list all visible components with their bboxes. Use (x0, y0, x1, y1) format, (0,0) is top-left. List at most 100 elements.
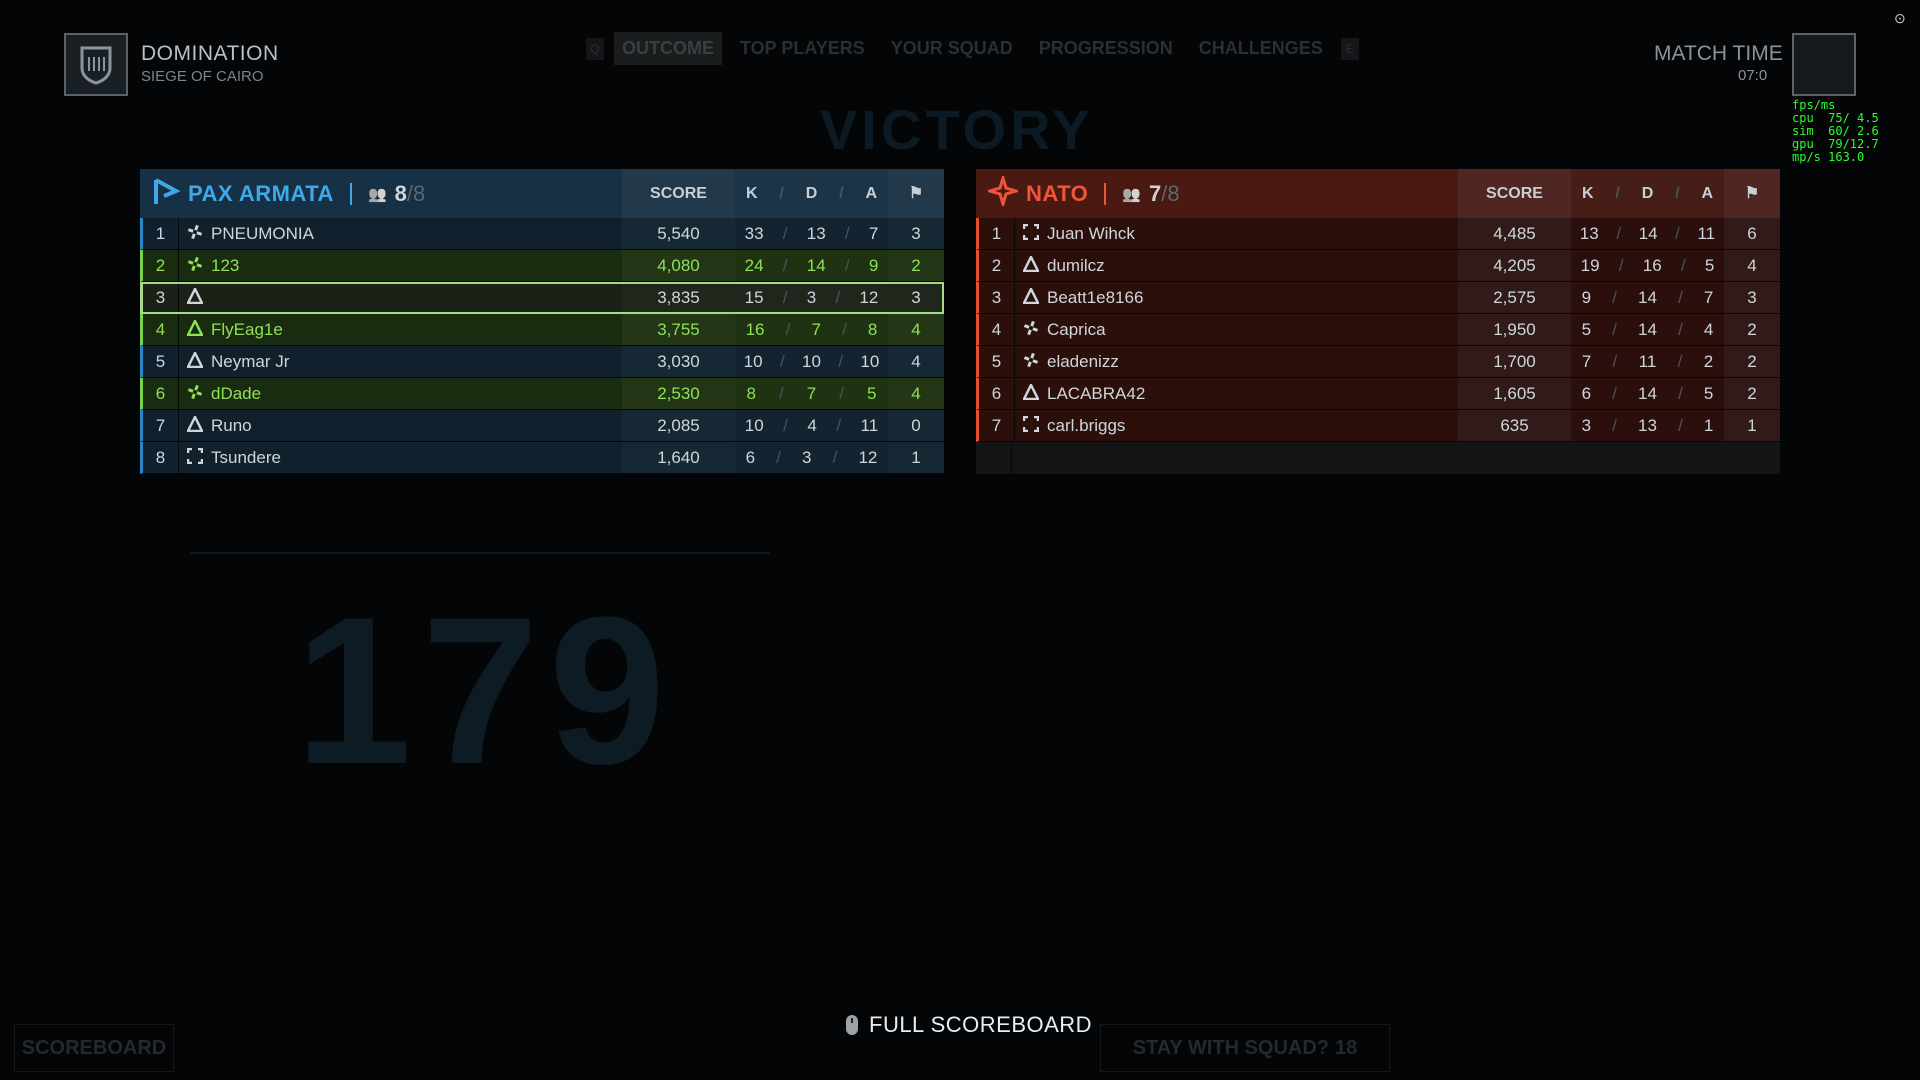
slash: / (1678, 319, 1683, 339)
shield-icon (80, 46, 112, 85)
player-kda: 3 / 13 / 1 (1571, 410, 1724, 441)
player-row[interactable]: 1 PNEUMONIA 5,540 33 / 13 / 7 3 (140, 218, 944, 250)
player-row[interactable]: 2 123 4,080 24/14/9 2 (140, 250, 944, 282)
divider (349, 182, 352, 205)
player-name-cell: carl.briggs (1015, 416, 1458, 436)
player-flags: 2 (1724, 378, 1780, 409)
player-kda: 24 / 14 / 9 (735, 250, 888, 281)
tab-top-players[interactable]: TOP PLAYERS (740, 38, 865, 58)
settings-icon[interactable]: ⊙ (1894, 10, 1906, 26)
player-name: eladenizz (1047, 351, 1119, 371)
player-row[interactable]: 4 FlyEag1e 3,755 16/7/8 4 (140, 314, 944, 346)
slash: / (835, 287, 841, 307)
player-flags: 4 (888, 378, 944, 409)
game-mode-title: DOMINATION (141, 42, 279, 65)
player-kills: 10 (744, 415, 764, 435)
prev-tab-key[interactable]: Q (586, 37, 604, 60)
assault-class-icon (185, 318, 205, 339)
player-deaths: 7 (806, 383, 817, 403)
full-scoreboard-label: FULL SCOREBOARD (869, 1012, 1093, 1037)
support-class-icon (187, 256, 203, 275)
kda-column-header[interactable]: K / D / A (735, 169, 888, 218)
next-tab-key[interactable]: E (1340, 37, 1359, 60)
player-rank: 1 (143, 218, 179, 249)
player-count-max: 8 (413, 180, 426, 206)
slash: / (1616, 223, 1622, 243)
slash: / (1612, 319, 1617, 339)
tab-challenges[interactable]: CHALLENGES (1198, 38, 1323, 58)
player-score: 5,540 (622, 218, 735, 249)
player-kda: 19 / 16 / 5 (1571, 250, 1724, 281)
player-name-cell: Caprica (1015, 320, 1458, 340)
slash: / (1677, 351, 1683, 371)
player-flags: 2 (1724, 314, 1780, 345)
player-row[interactable]: 3 3,835 15 / 3 / 12 3 (140, 282, 944, 314)
slash-header: / (1615, 185, 1620, 202)
player-row[interactable]: 7 Runo 2,085 10 / 4 / 11 0 (140, 410, 944, 442)
player-score: 4,205 (1458, 250, 1571, 281)
player-rank: 4 (143, 314, 179, 345)
player-deaths: 7 (811, 319, 821, 339)
support-class-icon (187, 384, 203, 403)
flags-column-header[interactable]: ⚑ (888, 169, 944, 218)
tab-your-squad[interactable]: YOUR SQUAD (890, 38, 1013, 58)
player-name: Neymar Jr (211, 351, 290, 371)
players-icon: 👥 (367, 185, 387, 203)
player-row[interactable]: 2 dumilcz 4,205 19 / 16 / 5 4 (976, 250, 1780, 282)
player-row[interactable]: 1 Juan Wihck 4,485 13 / 14 / 11 6 (976, 218, 1780, 250)
player-kills: 16 (745, 319, 765, 339)
player-row[interactable]: 3 Beatt1e8166 2,575 9/14/7 3 (976, 282, 1780, 314)
slash: / (776, 447, 781, 467)
support-class-icon (1023, 320, 1039, 339)
slash: / (406, 180, 414, 206)
player-name-cell: eladenizz (1015, 352, 1458, 372)
full-scoreboard-button[interactable]: FULL SCOREBOARD (845, 1012, 1092, 1038)
score-column-header[interactable]: SCORE (622, 169, 735, 218)
player-score: 2,530 (622, 378, 735, 409)
player-score: 2,085 (622, 410, 735, 441)
score-column-header[interactable]: SCORE (1458, 169, 1571, 218)
player-row[interactable]: 6 LACABRA42 1,605 6 / 14 / 5 2 (976, 378, 1780, 410)
player-row[interactable]: 5 eladenizz 1,700 7 / 11 / 2 2 (976, 346, 1780, 378)
player-row[interactable]: 8 Tsundere 1,640 6 / 3 / 12 1 (140, 442, 944, 474)
player-row[interactable]: 4 Caprica 1,950 5/14/4 2 (976, 314, 1780, 346)
player-deaths: 13 (806, 223, 826, 243)
player-kills: 10 (743, 351, 763, 371)
player-score: 3,835 (622, 282, 735, 313)
player-name-cell: Juan Wihck (1015, 224, 1458, 244)
slash-header: / (839, 185, 844, 202)
player-score: 4,080 (622, 250, 735, 281)
player-assists: 8 (867, 319, 878, 339)
tab-progression[interactable]: PROGRESSION (1038, 38, 1173, 58)
tab-outcome[interactable]: OUTCOME (614, 32, 722, 65)
player-flags: 2 (1724, 346, 1780, 377)
stay-with-squad-label: STAY WITH SQUAD? (1132, 1036, 1330, 1059)
divider (1104, 182, 1107, 205)
assists-header: A (865, 185, 878, 202)
player-name: FlyEag1e (211, 319, 283, 339)
slash: / (1678, 383, 1683, 403)
game-mode-emblem (64, 33, 128, 96)
player-name-cell: Neymar Jr (179, 350, 622, 372)
player-name: Runo (211, 415, 252, 435)
flags-column-header[interactable]: ⚑ (1724, 169, 1780, 218)
kda-column-header[interactable]: K / D / A (1571, 169, 1724, 218)
stay-with-squad-button[interactable]: STAY WITH SQUAD? 18 (1100, 1024, 1390, 1072)
player-flags: 1 (888, 442, 944, 473)
player-row[interactable]: 6 dDade 2,530 8 / 7 / 5 4 (140, 378, 944, 410)
scoreboard-button[interactable]: SCOREBOARD (14, 1024, 174, 1072)
player-rank: 7 (143, 410, 179, 441)
recon-class-icon (1022, 223, 1040, 243)
player-score: 2,575 (1458, 282, 1571, 313)
player-assists: 11 (1697, 223, 1716, 243)
team-info: PAX ARMATA 👥 8/8 (140, 176, 622, 211)
slash: / (1678, 415, 1683, 435)
player-row[interactable]: 5 Neymar Jr 3,030 10 / 10 / 10 4 (140, 346, 944, 378)
player-rank: 7 (979, 410, 1015, 441)
player-assists: 4 (1703, 319, 1714, 339)
team-name: PAX ARMATA (188, 180, 334, 206)
player-row[interactable]: 7 carl.briggs 635 3 / 13 / 1 1 (976, 410, 1780, 442)
slash: / (1612, 287, 1617, 307)
player-name: 123 (211, 255, 240, 275)
flag-icon: ⚑ (908, 185, 924, 202)
